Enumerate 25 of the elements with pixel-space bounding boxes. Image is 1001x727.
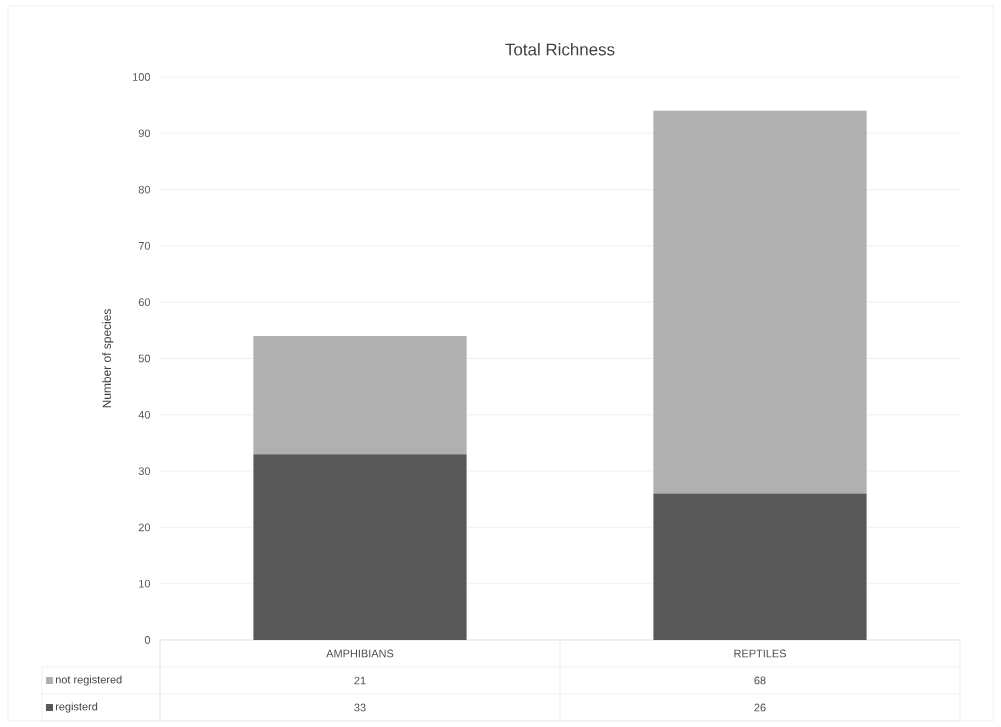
chart-title: Total Richness [505,43,615,56]
bar [253,454,467,640]
data-label: 26 [754,703,766,712]
y-tick-label: 20 [138,523,151,532]
y-tick-label: 100 [133,73,151,81]
legend-label: not registered [55,675,122,686]
data-label: 21 [354,676,366,685]
y-tick-label: 70 [138,242,151,250]
x-tick-label: AMPHIBIANS [326,649,394,658]
bar [253,335,467,455]
bar [653,110,867,494]
legend-label: registerd [55,702,98,713]
y-tick-label: 30 [138,467,151,475]
y-tick-label: 50 [138,354,151,363]
y-tick-label: 0 [144,636,151,644]
data-label: 33 [354,703,366,712]
y-tick-label: 10 [139,579,151,588]
y-axis-title: Number of species [102,309,114,408]
y-tick-label: 90 [138,129,151,138]
x-tick-label: REPTILES [734,649,786,658]
y-tick-label: 40 [138,410,151,419]
data-label: 68 [754,676,766,685]
bar [653,493,867,640]
y-tick-label: 80 [138,185,151,194]
y-tick-label: 60 [138,298,151,307]
